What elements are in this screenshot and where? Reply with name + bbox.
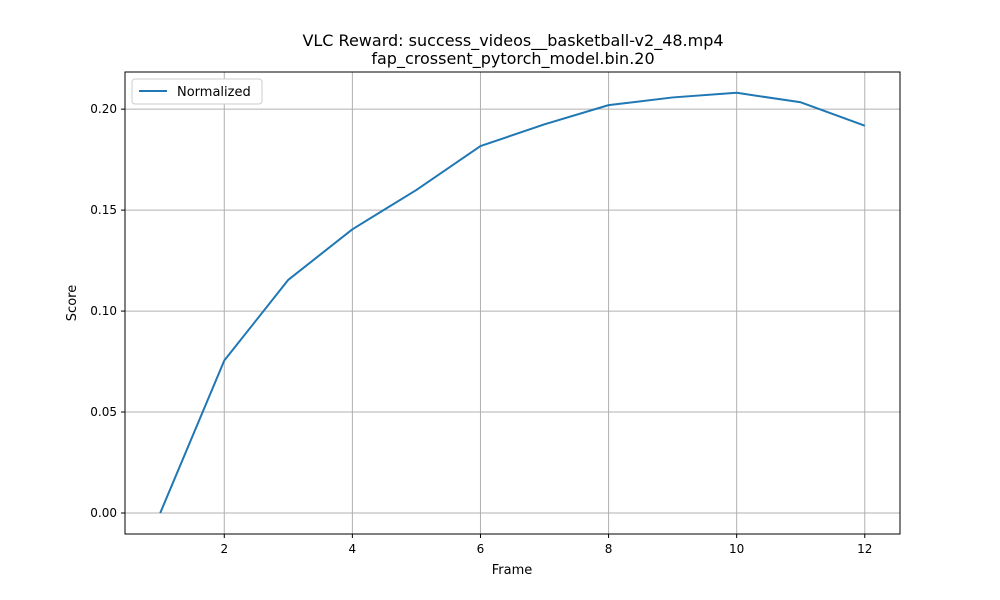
- x-tick-label: 8: [605, 542, 613, 556]
- grid: [125, 72, 900, 534]
- chart-subtitle: fap_crossent_pytorch_model.bin.20: [371, 49, 654, 69]
- y-tick-label: 0.00: [90, 506, 117, 520]
- legend-label-normalized: Normalized: [177, 85, 251, 100]
- legend-box: [131, 78, 263, 105]
- series-line-normalized: [159, 91, 866, 514]
- x-tick-label: 6: [477, 542, 485, 556]
- series-layer: [159, 91, 866, 514]
- x-axis-label: Frame: [492, 563, 533, 578]
- x-tick-label: 2: [220, 542, 228, 556]
- plot-area: [124, 71, 901, 535]
- axis-ticks: 2 4 6 8 10 12 0.00 0.05 0.10 0.15 0.20: [90, 102, 872, 556]
- y-axis-label: Score: [65, 285, 80, 321]
- y-tick-label: 0.15: [90, 203, 117, 217]
- y-tick-label: 0.10: [90, 304, 117, 318]
- x-tick-label: 10: [729, 542, 744, 556]
- x-tick-label: 12: [857, 542, 872, 556]
- y-tick-label: 0.05: [90, 405, 117, 419]
- chart-title: VLC Reward: success_videos__basketball-v…: [302, 31, 723, 51]
- x-tick-label: 4: [349, 542, 357, 556]
- y-tick-label: 0.20: [90, 102, 117, 116]
- legend: Normalized: [131, 78, 263, 105]
